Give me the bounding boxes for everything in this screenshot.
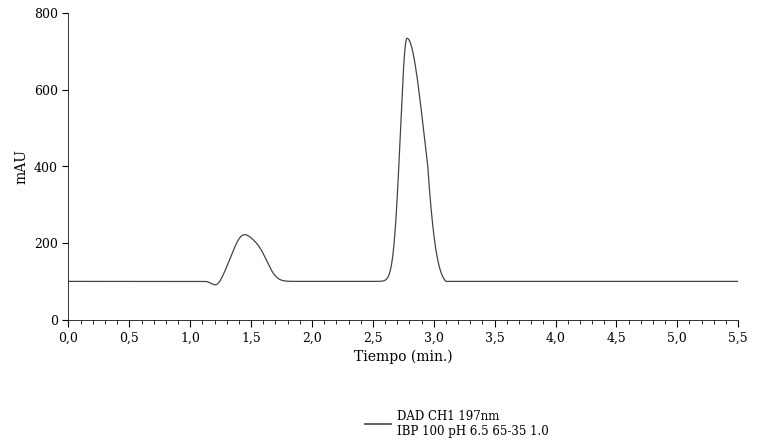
- Legend: DAD CH1 197nm
IBP 100 pH 6.5 65-35 1.0: DAD CH1 197nm IBP 100 pH 6.5 65-35 1.0: [361, 405, 553, 443]
- X-axis label: Tiempo (min.): Tiempo (min.): [354, 350, 453, 365]
- Y-axis label: mAU: mAU: [14, 149, 28, 184]
